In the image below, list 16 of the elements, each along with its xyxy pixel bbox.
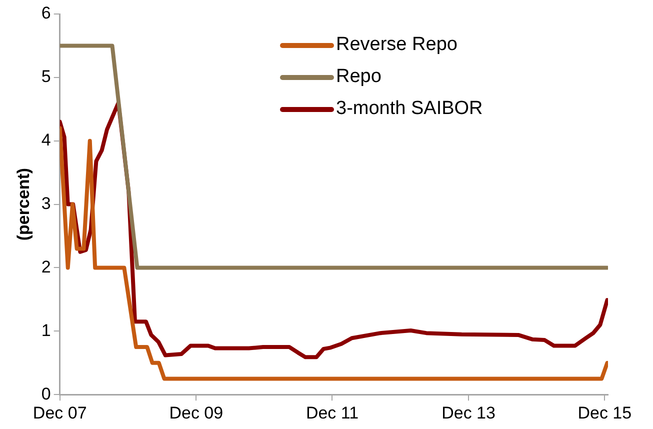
y-tick-label: 0: [41, 384, 51, 404]
legend-label: Repo: [336, 66, 382, 88]
legend-label: Reverse Repo: [336, 34, 458, 56]
legend-label: 3-month SAIBOR: [336, 98, 483, 120]
y-tick-label: 4: [41, 130, 51, 150]
y-tick-label: 6: [41, 4, 51, 23]
x-tick-label: Dec 11: [306, 403, 359, 422]
y-tick-label: 1: [41, 320, 51, 340]
y-axis-title: (percent): [14, 168, 33, 241]
x-tick-label: Dec 09: [169, 403, 224, 422]
x-tick-label: Dec 13: [442, 403, 496, 422]
y-tick-label: 3: [41, 194, 51, 213]
y-tick-label: 2: [41, 257, 51, 276]
y-tick-label: 5: [41, 67, 51, 86]
x-tick-label: Dec 15: [578, 403, 632, 422]
x-tick-label: Dec 07: [32, 403, 87, 422]
